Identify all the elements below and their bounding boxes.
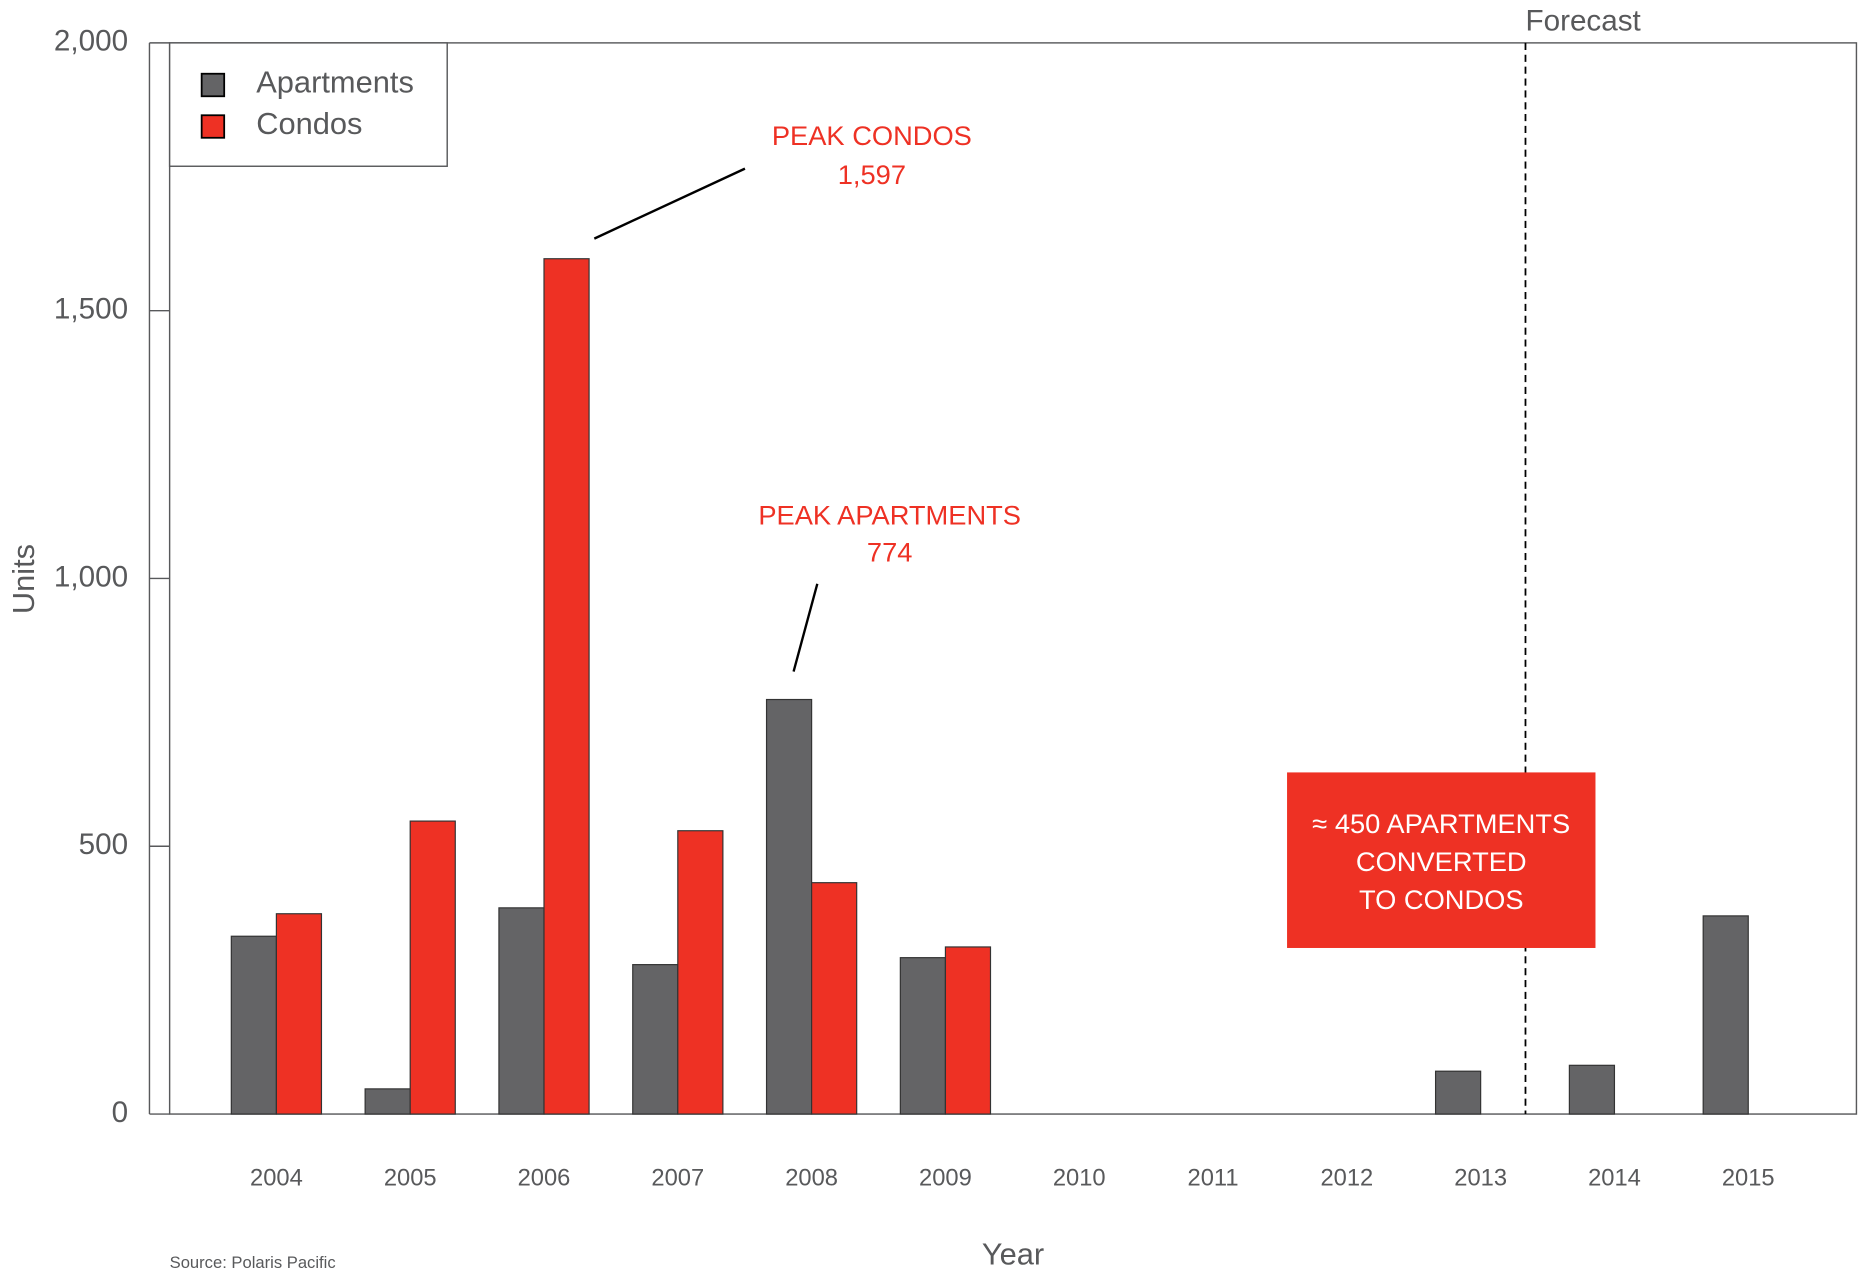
x-tick-label: 2011 — [1188, 1166, 1239, 1192]
annotation-text: ≈ 450 APARTMENTS — [1312, 808, 1570, 839]
y-axis-label: Units — [6, 544, 41, 614]
bar — [543, 258, 590, 1115]
bar — [765, 698, 813, 1115]
leader-line — [792, 583, 819, 672]
x-tick-label: 2008 — [785, 1166, 838, 1192]
bar — [498, 907, 545, 1115]
x-tick-label: 2006 — [518, 1166, 571, 1192]
bar — [275, 913, 323, 1115]
annotation-text: 774 — [867, 536, 913, 567]
bar — [944, 946, 992, 1115]
y-tick-label: 2,000 — [54, 25, 128, 58]
annotation-box — [1287, 772, 1596, 948]
x-tick-label: 2014 — [1588, 1166, 1641, 1192]
bar — [230, 935, 277, 1115]
y-tick-label: 1,500 — [54, 293, 128, 326]
annotation-text: PEAK CONDOS — [772, 120, 972, 151]
bar — [1568, 1064, 1616, 1115]
source: Source: Polaris Pacific — [170, 1253, 336, 1272]
legend-label: Condos — [256, 106, 362, 141]
leader-line — [593, 167, 746, 240]
x-axis-label: Year — [982, 1237, 1044, 1272]
x-tick-label: 2005 — [384, 1166, 437, 1192]
legend-box — [168, 42, 448, 167]
legend-swatch — [200, 72, 226, 98]
bar — [409, 820, 456, 1115]
bar — [811, 882, 858, 1115]
annotation-text: PEAK APARTMENTS — [758, 500, 1021, 531]
annotation-text: CONVERTED — [1356, 846, 1527, 877]
bar — [899, 957, 947, 1115]
forecast-label: Forecast — [1525, 5, 1641, 38]
x-tick-label: 2012 — [1320, 1166, 1373, 1192]
x-tick-label: 2007 — [651, 1166, 704, 1192]
bar — [1702, 915, 1749, 1115]
y-tick-label: 1,000 — [54, 560, 128, 593]
x-tick-label: 2004 — [250, 1166, 303, 1192]
legend-swatch — [200, 114, 226, 139]
annotation-text: 1,597 — [838, 159, 906, 190]
bar — [364, 1088, 411, 1115]
y-tick-label: 500 — [79, 828, 128, 861]
x-tick-label: 2010 — [1053, 1166, 1106, 1192]
x-tick-label: 2009 — [919, 1166, 972, 1192]
x-tick-label: 2015 — [1722, 1166, 1775, 1192]
bar — [677, 830, 724, 1115]
annotation-text: TO CONDOS — [1359, 884, 1524, 915]
x-tick-label: 2013 — [1454, 1166, 1507, 1192]
legend-label: Apartments — [256, 65, 414, 100]
y-tick-label: 0 — [112, 1096, 129, 1129]
bar — [632, 964, 679, 1115]
bar — [1434, 1070, 1482, 1115]
